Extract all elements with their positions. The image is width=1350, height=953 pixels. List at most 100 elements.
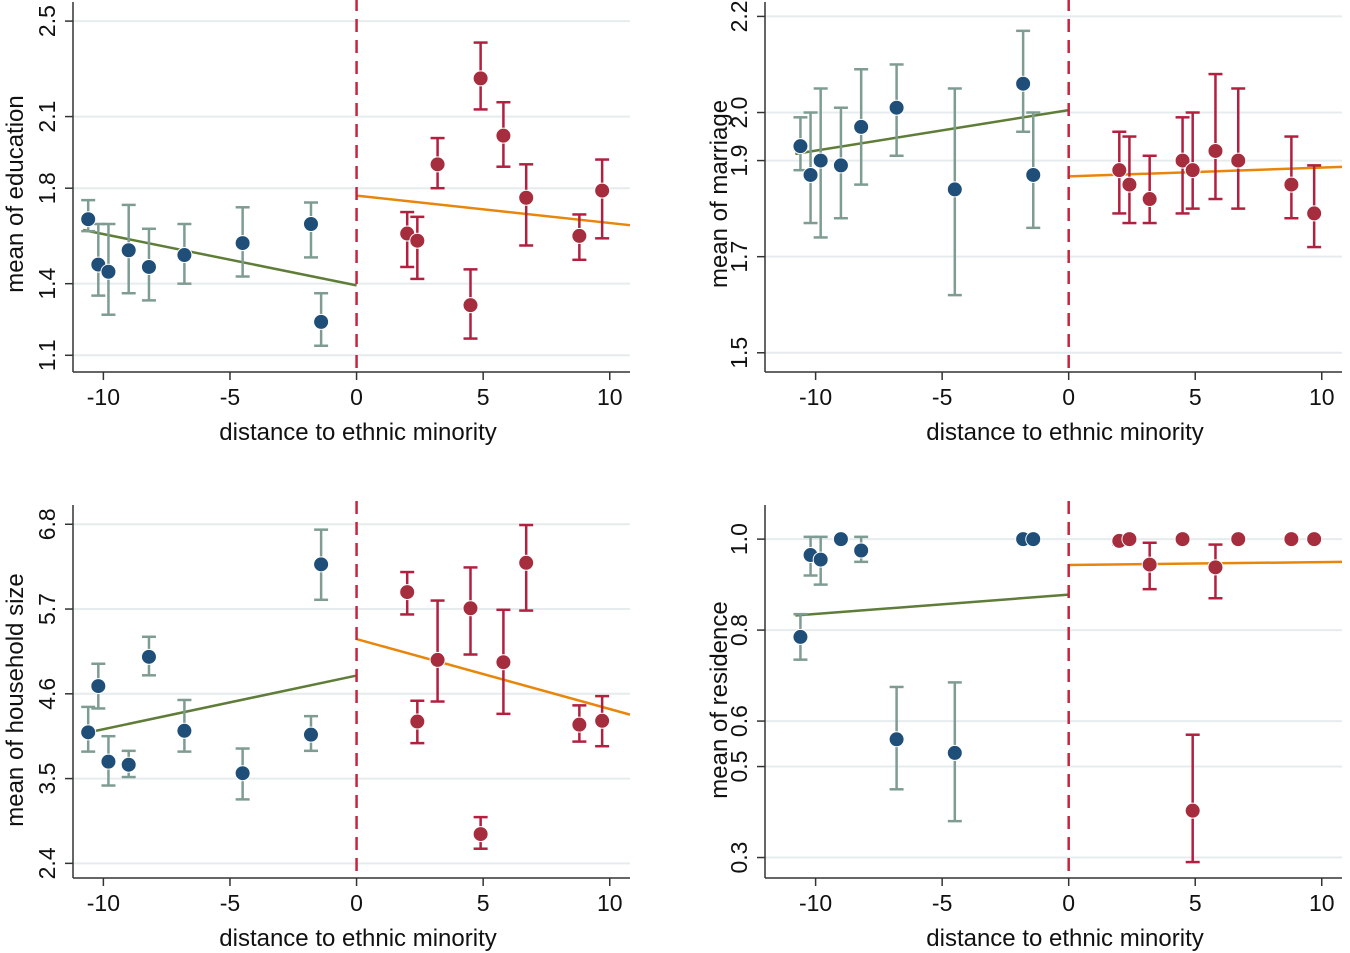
y-tick-label: 0.8 (726, 614, 752, 646)
fit-line-right (356, 194, 631, 227)
y-tick-label: 2.4 (34, 847, 60, 879)
data-point-right (1174, 531, 1191, 548)
fit-line-left (82, 674, 357, 735)
x-tick-label: -10 (799, 890, 832, 916)
data-point-left (313, 556, 330, 573)
x-tick-label: 10 (597, 384, 623, 410)
data-point-right (571, 716, 588, 733)
x-tick-label: 10 (1309, 890, 1335, 916)
y-tick-label: 1.9 (726, 145, 752, 177)
x-tick-label: -10 (87, 384, 120, 410)
x-tick-label: 0 (350, 890, 363, 916)
y-tick-label: 1.4 (34, 267, 60, 299)
data-point-left (100, 263, 117, 280)
data-point-right (399, 584, 416, 601)
y-tick-label: 2.2 (726, 0, 752, 32)
data-point-right (1306, 205, 1323, 222)
y-tick-label: 2.1 (34, 101, 60, 133)
data-point-right (1141, 191, 1158, 208)
data-point-left (1015, 75, 1032, 92)
data-point-right (409, 713, 426, 730)
y-tick-label: 2.0 (726, 97, 752, 129)
y-axis-title: mean of education (2, 95, 29, 292)
y-tick-label: 0.6 (726, 705, 752, 737)
chart-panel-residence: 0.3 0.5 0.6 0.8 1.0 -10 -5 0 5 10 distance to et… (706, 501, 1343, 952)
data-point-left (234, 235, 251, 252)
data-point-left (812, 551, 829, 568)
data-point-left (80, 724, 97, 741)
data-point-right (1207, 559, 1224, 576)
data-point-right (462, 600, 479, 617)
data-point-right (472, 70, 489, 87)
data-point-right (518, 189, 535, 206)
data-point-left (888, 731, 905, 748)
y-tick-label: 1.1 (34, 339, 60, 371)
y-tick-label: 4.6 (34, 678, 60, 710)
data-point-right (594, 182, 611, 199)
y-axis-title: mean of marriage (706, 100, 733, 288)
data-point-right (1121, 531, 1138, 548)
x-axis-title: distance to ethnic minority (926, 419, 1203, 446)
data-point-left (120, 756, 137, 773)
data-point-left (313, 313, 330, 330)
data-point-left (140, 258, 157, 275)
data-point-left (946, 744, 963, 761)
y-tick-label: 2.5 (34, 5, 60, 37)
data-point-left (100, 753, 117, 770)
chart-panel-education: 1.1 1.4 1.8 2.1 2.5 -10 -5 0 5 10 distance to et… (2, 0, 631, 446)
data-point-left (140, 648, 157, 665)
data-point-left (853, 118, 870, 135)
x-axis-title: distance to ethnic minority (926, 925, 1203, 952)
y-tick-label: 0.3 (726, 842, 752, 874)
data-point-right (1230, 152, 1247, 169)
x-tick-label: 5 (477, 890, 490, 916)
y-tick-label: 1.5 (726, 337, 752, 369)
data-point-right (1174, 152, 1191, 169)
data-point-left (1025, 166, 1042, 183)
data-point-left (946, 181, 963, 198)
x-axis-title: distance to ethnic minority (219, 419, 496, 446)
fit-line-right (356, 637, 631, 716)
data-point-right (1184, 162, 1201, 179)
data-point-right (1141, 556, 1158, 573)
fit-line-left (795, 593, 1069, 617)
data-point-right (495, 654, 512, 671)
y-tick-label: 5.7 (34, 593, 60, 625)
x-tick-label: -5 (220, 890, 240, 916)
x-tick-label: 0 (1062, 890, 1075, 916)
data-point-left (832, 157, 849, 174)
x-tick-label: -10 (799, 384, 832, 410)
x-tick-label: 5 (477, 384, 490, 410)
data-point-right (1111, 162, 1128, 179)
chart-panel-marriage: 1.5 1.7 1.9 2.0 2.2 -10 -5 0 5 10 distance to et… (706, 0, 1343, 446)
fit-line-right (1068, 560, 1343, 567)
y-tick-label: 3.5 (34, 763, 60, 795)
x-tick-label: 5 (1189, 384, 1202, 410)
x-tick-label: -10 (87, 890, 120, 916)
y-tick-label: 0.5 (726, 751, 752, 783)
data-point-left (792, 628, 809, 645)
x-tick-label: -5 (932, 384, 952, 410)
data-point-left (802, 166, 819, 183)
data-point-right (429, 156, 446, 173)
data-point-right (518, 554, 535, 571)
y-tick-label: 1.0 (726, 523, 752, 555)
x-tick-label: 5 (1189, 890, 1202, 916)
data-point-right (1306, 531, 1323, 548)
y-tick-label: 1.7 (726, 241, 752, 273)
data-point-right (1207, 142, 1224, 159)
data-point-left (302, 216, 319, 232)
x-tick-label: -5 (932, 890, 952, 916)
y-tick-label: 1.8 (34, 172, 60, 204)
data-point-right (472, 826, 489, 843)
x-axis-title: distance to ethnic minority (219, 925, 496, 952)
y-axis-title: mean of household size (2, 573, 29, 827)
data-point-right (429, 651, 446, 668)
data-point-right (1230, 531, 1247, 548)
data-point-right (409, 232, 426, 249)
data-point-left (302, 726, 319, 743)
data-point-left (832, 531, 849, 548)
data-point-left (90, 678, 107, 695)
